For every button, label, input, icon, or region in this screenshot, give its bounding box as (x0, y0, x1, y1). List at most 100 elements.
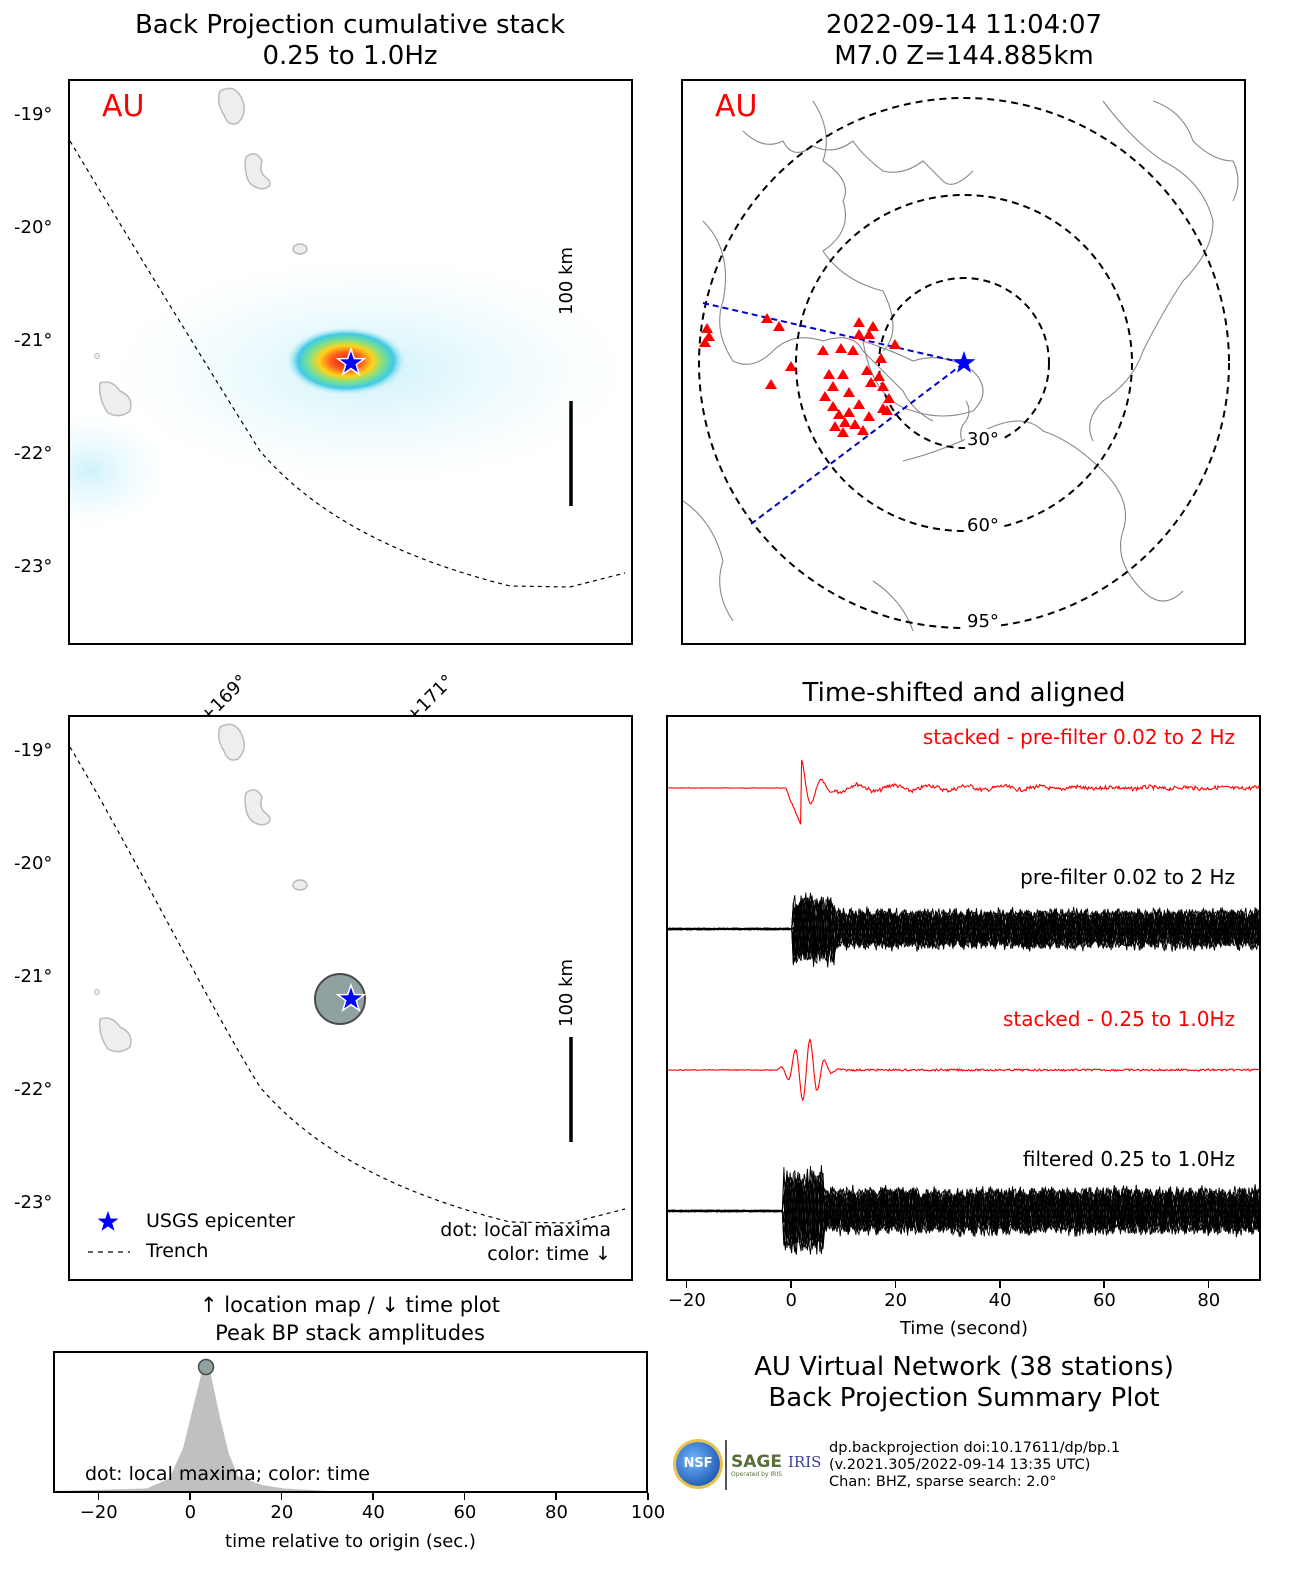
island-shape (94, 353, 100, 359)
time-x-tick-mark (97, 1493, 100, 1500)
trace-prefilter-bundle (668, 892, 1259, 968)
time-plot-svg (55, 1358, 646, 1491)
event-map-svg (683, 97, 1239, 632)
traces-x-tick-label: 0 (785, 1290, 797, 1311)
traces-x-tick-label: 60 (1092, 1290, 1116, 1311)
station-marker (837, 427, 849, 437)
bp-scale-label: 100 km (556, 246, 577, 315)
traces-x-tick-label: −20 (667, 1290, 706, 1311)
nsf-logo-text: NSF (683, 1456, 713, 1471)
traces-title: Time-shifted and aligned (802, 678, 1126, 708)
epicenter-star (952, 351, 976, 373)
island-shape (217, 723, 245, 761)
traces-x-tick-mark (894, 1281, 897, 1288)
legend-epicenter-label: USGS epicenter (146, 1210, 295, 1232)
island-shape (94, 989, 100, 995)
summary-line1: AU Virtual Network (38 stations) (754, 1352, 1174, 1382)
ring-label-95: 95° (965, 611, 1001, 632)
time-x-tick-mark (189, 1493, 191, 1500)
traces-x-tick-mark (999, 1281, 1001, 1288)
station-marker (703, 331, 715, 341)
station-marker (827, 401, 839, 411)
time-x-tick-mark (280, 1493, 283, 1500)
island-shape (98, 381, 132, 417)
bp-haze-left (70, 411, 170, 531)
time-x-tick-label: 40 (361, 1502, 385, 1523)
bp-map-title-line1: Back Projection cumulative stack (134, 10, 566, 40)
sage-logo-sub: Operated by IRIS (731, 1471, 782, 1478)
time-plot-note: dot: local maxima; color: time (85, 1463, 370, 1485)
traces-x-tick-label: 80 (1197, 1290, 1221, 1311)
time-plot: dot: local maxima; color: time (53, 1351, 648, 1493)
island-shape (292, 243, 308, 255)
coastline (862, 340, 984, 417)
station-marker (773, 321, 785, 331)
traces-plot: stacked - pre-filter 0.02 to 2 Hz pre-fi… (666, 715, 1261, 1281)
legend-trench-label: Trench (146, 1240, 209, 1262)
station-marker (835, 343, 847, 353)
loc-scale-label: 100 km (556, 958, 577, 1027)
location-map-svg (70, 723, 626, 1253)
station-marker (819, 391, 831, 401)
time-x-tick-mark (647, 1493, 649, 1500)
bp-map-svg (70, 87, 631, 588)
island-shape (244, 789, 271, 826)
peak-maxima-dot (197, 1358, 215, 1376)
peak-amplitude-area (55, 1367, 646, 1491)
credits-channel: Chan: BHZ, sparse search: 2.0° (829, 1474, 1057, 1490)
label-stacked-filtered: stacked - 0.25 to 1.0Hz (1003, 1007, 1235, 1031)
coastline (1089, 100, 1214, 442)
ring-label-60: 60° (965, 515, 1001, 536)
station-marker (765, 379, 777, 389)
note-local-maxima: dot: local maxima (440, 1219, 611, 1241)
station-marker (881, 405, 893, 415)
coastline (702, 220, 934, 422)
station-marker (839, 417, 851, 427)
station-marker (853, 329, 865, 339)
coastline (872, 580, 914, 632)
time-x-tick-label: −20 (79, 1502, 118, 1523)
summary-title: AU Virtual Network (38 stations) Back Pr… (667, 1352, 1261, 1414)
station-marker (761, 313, 773, 323)
station-marker (877, 381, 889, 391)
ring-60 (795, 194, 1133, 532)
loc-lat-tick-22: -22° (14, 1079, 53, 1100)
event-title: 2022-09-14 11:04:07 M7.0 Z=144.885km (682, 10, 1246, 72)
logo-divider (725, 1440, 727, 1490)
station-marker (873, 371, 885, 381)
station-marker (843, 407, 855, 417)
label-prefilter: pre-filter 0.02 to 2 Hz (1020, 865, 1235, 889)
credits-version: (v.2021.305/2022-09-14 13:35 UTC) (829, 1457, 1091, 1473)
island-shape (244, 153, 271, 190)
event-magnitude-depth: M7.0 Z=144.885km (834, 41, 1094, 71)
station-marker (863, 411, 875, 421)
island-shape (217, 87, 245, 125)
loc-lat-tick-19: -19° (14, 740, 53, 761)
trench-line (70, 140, 626, 588)
caption-line2: Peak BP stack amplitudes (215, 1321, 485, 1345)
epicenter-star (335, 982, 367, 1013)
great-circle-line (702, 302, 965, 364)
sage-logo-text: SAGE (731, 1452, 782, 1472)
loc-lat-tick-23: -23° (14, 1192, 53, 1213)
coastline (960, 400, 970, 442)
station-marker (847, 345, 859, 355)
time-x-tick-label: 20 (270, 1502, 294, 1523)
coastline (742, 130, 974, 185)
station-marker (853, 317, 865, 327)
credits-doi: dp.backprojection doi:10.17611/dp/bp.1 (829, 1440, 1121, 1456)
trace-line (668, 897, 1259, 966)
note-color-time: color: time ↓ (487, 1243, 611, 1265)
trace-stacked-filtered (668, 1038, 1259, 1102)
bp-map-title: Back Projection cumulative stack 0.25 to… (70, 10, 630, 72)
iris-logo: IRIS (788, 1453, 822, 1471)
station-marker (883, 393, 895, 403)
event-datetime: 2022-09-14 11:04:07 (825, 10, 1103, 40)
label-filtered: filtered 0.25 to 1.0Hz (1022, 1147, 1235, 1171)
time-x-tick-label: 100 (630, 1502, 666, 1523)
epicenter-star (335, 346, 367, 377)
island-shape (292, 879, 308, 891)
station-marker (863, 329, 875, 339)
station-marker (817, 345, 829, 355)
nsf-logo: NSF (676, 1442, 720, 1486)
